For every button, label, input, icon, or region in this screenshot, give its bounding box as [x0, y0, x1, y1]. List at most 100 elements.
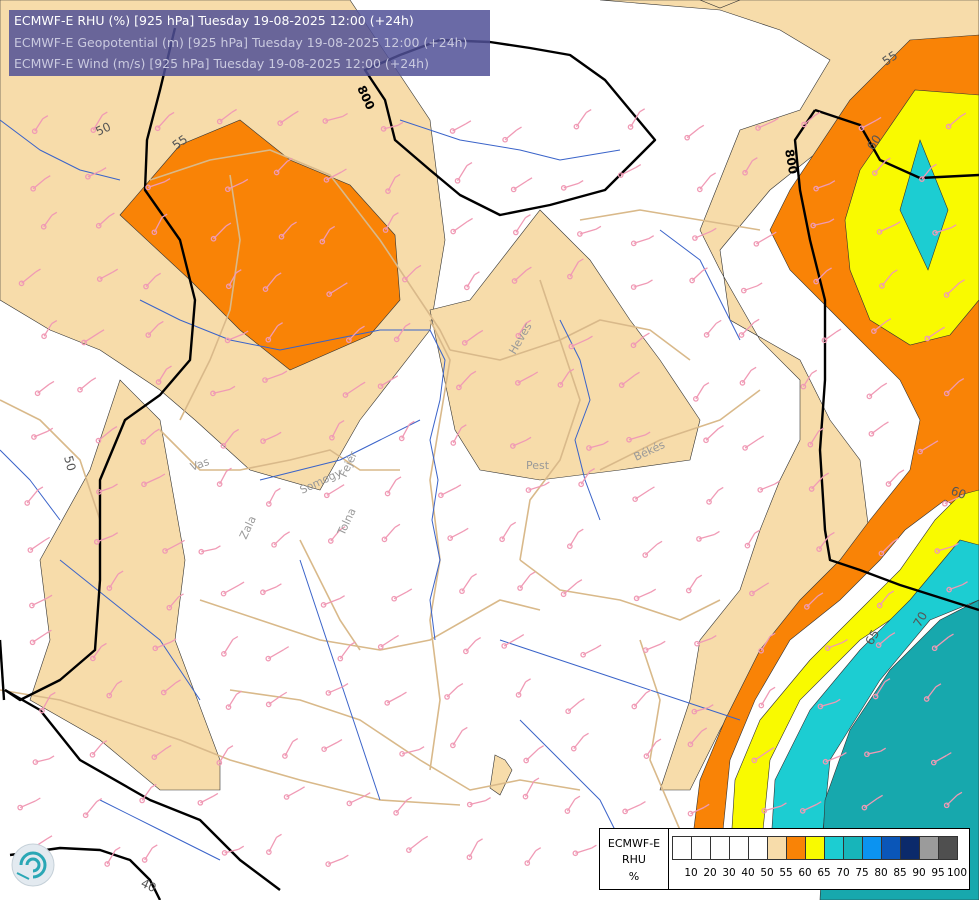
wind-barb: [458, 373, 472, 388]
wind-barb-flag: [393, 212, 399, 217]
wind-barb-station: [742, 169, 748, 176]
wind-barb-flag: [781, 802, 787, 807]
legend-label: 100: [946, 867, 968, 879]
wind-barb-flag: [159, 473, 166, 478]
wind-barb-flag: [639, 108, 646, 113]
wind-barb-flag: [518, 633, 525, 639]
wind-barb: [349, 795, 366, 804]
wind-barb-flag: [37, 486, 44, 491]
wind-barb-station: [96, 276, 103, 282]
wind-barb-flag: [51, 211, 58, 216]
wind-barb-station: [643, 753, 650, 760]
wind-barb-flag: [165, 744, 172, 749]
wind-barb: [325, 115, 343, 122]
wind-barb-station: [885, 481, 892, 487]
wind-barb-flag: [889, 632, 896, 637]
header-geopotential: ECMWF-E Geopotential (m) [925 hPa] Tuesd…: [14, 35, 468, 50]
wind-barb-station: [447, 535, 454, 541]
wind-barb-flag: [880, 747, 887, 752]
wind-barb-station: [567, 273, 573, 280]
geopotential-label: 800: [782, 148, 800, 175]
wind-barb-station: [803, 604, 810, 610]
wind-barb-station: [630, 240, 637, 247]
wind-barb-flag: [101, 642, 107, 647]
wind-barb: [811, 475, 825, 490]
wind-barb-flag: [455, 484, 462, 489]
wind-barb-station: [742, 445, 748, 451]
wind-barb: [699, 175, 712, 190]
wind-barb-station: [807, 441, 814, 448]
wind-barb-flag: [959, 279, 965, 284]
wind-barb-station: [816, 546, 822, 552]
wind-barb-station: [210, 235, 217, 242]
wind-barb-flag: [650, 588, 657, 593]
wind-barb-flag: [281, 370, 288, 375]
wind-barb-flag: [956, 791, 963, 796]
wind-barb: [21, 271, 36, 284]
wind-barb-station: [262, 377, 268, 383]
wind-barb-flag: [577, 179, 584, 185]
wind-barb-flag: [227, 745, 234, 750]
wind-barb-station: [319, 238, 326, 245]
wind-barb-station: [151, 754, 158, 760]
wind-barb-flag: [178, 593, 184, 598]
wind-barb-station: [345, 337, 352, 344]
wind-barb-flag: [578, 258, 584, 263]
wind-barb-flag: [242, 178, 249, 183]
wind-barb-flag: [635, 164, 642, 169]
wind-barb-flag: [342, 683, 349, 688]
wind-barb-flag: [98, 329, 105, 334]
wind-barb-station: [692, 396, 699, 402]
wind-barb-station: [626, 436, 632, 443]
wind-barb-flag: [170, 638, 177, 643]
wind-barb-station: [871, 328, 877, 334]
wind-barb-flag: [585, 109, 592, 114]
wind-barb-station: [744, 542, 751, 549]
wind-barb-flag: [533, 777, 540, 782]
wind-barb-station: [943, 390, 950, 397]
wind-barb-flag: [336, 738, 343, 744]
wind-barb-flag: [574, 795, 581, 800]
legend-swatch: [748, 836, 768, 860]
wind-barb-station: [31, 434, 37, 440]
wind-barb: [85, 801, 98, 816]
wind-barb-flag: [338, 420, 345, 425]
ecmwf-logo: [11, 843, 55, 887]
wind-barb-station: [618, 382, 625, 388]
wind-barb-flag: [829, 531, 835, 536]
legend-label: 40: [741, 867, 755, 879]
wind-barb-station: [96, 489, 102, 495]
legend-label: 30: [722, 867, 736, 879]
wind-barb-flag: [826, 267, 832, 272]
wind-barb-station: [85, 173, 91, 180]
wind-barb-flag: [465, 120, 472, 125]
wind-barb-station: [622, 808, 628, 815]
wind-barb-station: [515, 332, 522, 339]
wind-barb-flag: [644, 332, 650, 337]
wind-barb-flag: [225, 222, 232, 227]
wind-barb-station: [82, 812, 89, 819]
legend-swatch: [729, 836, 749, 860]
wind-barb-station: [577, 231, 583, 237]
wind-barb: [452, 427, 462, 444]
wind-barb-station: [924, 335, 931, 342]
wind-barb-flag: [338, 484, 345, 489]
wind-barb-station: [510, 186, 517, 193]
wind-barb-station: [879, 282, 885, 289]
wind-barb-flag: [235, 269, 242, 274]
wind-barb-station: [141, 481, 147, 488]
legend-swatch: [938, 836, 958, 860]
legend-title-variable: RHU: [622, 853, 646, 866]
header-wind: ECMWF-E Wind (m/s) [925 hPa] Tuesday 19-…: [14, 56, 429, 71]
legend-swatch: [881, 836, 901, 860]
wind-barb-station: [703, 437, 709, 444]
wind-barb-flag: [835, 328, 842, 333]
wind-barb-flag: [109, 212, 115, 217]
wind-barb-flag: [811, 369, 818, 374]
wind-barb: [879, 224, 896, 233]
wind-barb-station: [197, 799, 204, 806]
legend-title-model: ECMWF-E: [607, 837, 661, 850]
wind-barb-flag: [342, 112, 348, 118]
wind-barb-flag: [817, 592, 824, 597]
wind-barb-flag: [595, 225, 602, 230]
